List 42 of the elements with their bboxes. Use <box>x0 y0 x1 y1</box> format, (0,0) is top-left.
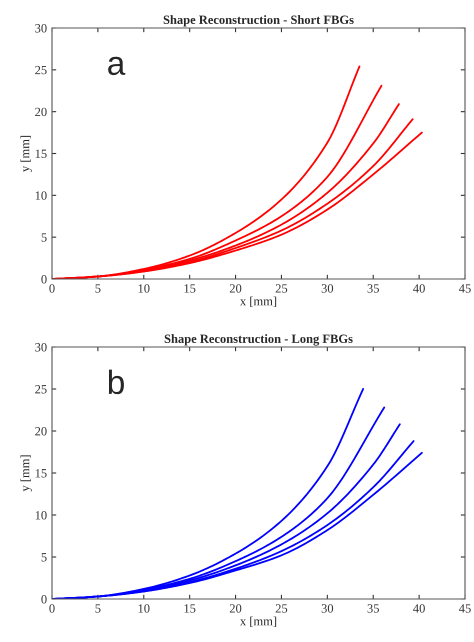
y-tick-label: 25 <box>35 66 47 74</box>
y-tick-label: 5 <box>42 233 47 242</box>
y-tick-label: 20 <box>35 427 47 436</box>
annotation: b <box>108 370 124 394</box>
y-tick-label: 15 <box>36 150 47 158</box>
x-tick-label: 40 <box>413 604 425 613</box>
y-tick-label: 15 <box>36 469 47 478</box>
x-tick-label: 10 <box>138 284 150 293</box>
x-tick-label: 0 <box>49 284 55 293</box>
y-tick-label: 10 <box>36 511 47 520</box>
y-tick-label: 0 <box>41 275 47 284</box>
y-tick-label: 25 <box>35 385 47 394</box>
x-tick-label: 45 <box>458 284 471 293</box>
x-tick-label: 40 <box>413 284 425 293</box>
y-axis-title: y [mm] <box>20 136 32 172</box>
y-tick-label: 30 <box>35 343 47 352</box>
x-tick-label: 0 <box>49 604 55 613</box>
x-tick-label: 15 <box>184 604 196 613</box>
x-tick-label: 5 <box>95 284 101 293</box>
y-tick-label: 0 <box>41 595 47 604</box>
x-tick-label: 45 <box>458 604 471 613</box>
x-tick-label: 30 <box>322 284 334 293</box>
x-axis-title: x [mm] <box>240 616 276 627</box>
x-tick-label: 35 <box>368 284 379 293</box>
y-axis-title: y [mm] <box>20 455 32 492</box>
x-tick-label: 15 <box>184 284 196 293</box>
y-tick-label: 10 <box>36 191 47 200</box>
x-tick-label: 25 <box>276 604 288 613</box>
x-tick-label: 20 <box>230 604 242 613</box>
x-tick-label: 20 <box>230 284 242 293</box>
chart-title: Shape Reconstruction - Short FBGs <box>164 15 354 26</box>
y-tick-label: 30 <box>35 24 47 32</box>
x-axis-title: x [mm] <box>240 296 276 307</box>
annotation: a <box>108 56 126 76</box>
x-tick-label: 25 <box>276 284 288 293</box>
x-tick-label: 30 <box>322 604 334 613</box>
x-tick-label: 5 <box>95 604 101 613</box>
x-tick-label: 35 <box>368 604 379 613</box>
y-tick-label: 5 <box>42 553 47 562</box>
x-tick-label: 10 <box>138 604 150 613</box>
y-tick-label: 20 <box>35 108 47 116</box>
chart-title: Shape Reconstruction - Long FBGs <box>164 334 353 346</box>
